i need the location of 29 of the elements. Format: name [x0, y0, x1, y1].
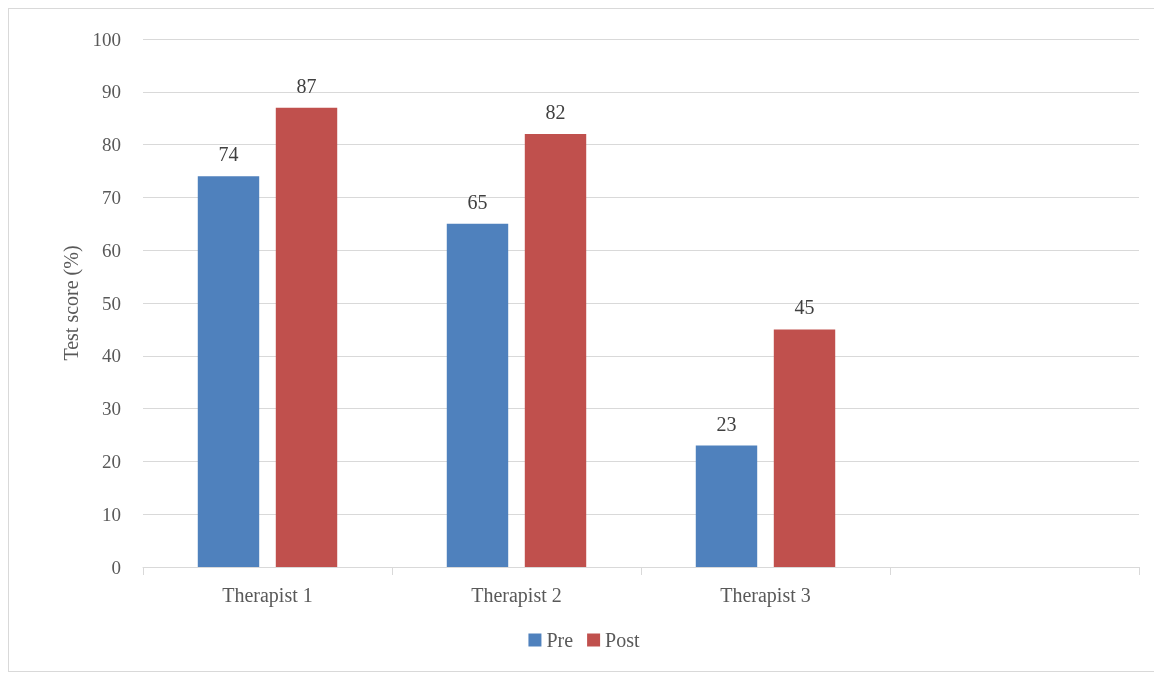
bar — [446, 223, 509, 567]
y-tick-label: 70 — [102, 186, 121, 208]
y-tick-label: 50 — [102, 292, 121, 314]
y-tick-label: 60 — [102, 239, 121, 261]
y-tick-label: 90 — [102, 81, 121, 103]
y-tick-label: 30 — [102, 398, 121, 420]
y-tick-label: 10 — [102, 503, 121, 525]
bar — [524, 134, 587, 567]
x-tick-label: Therapist 1 — [222, 584, 313, 607]
data-label: 23 — [716, 412, 737, 435]
y-tick-label: 80 — [102, 134, 121, 156]
y-tick-label: 40 — [102, 345, 121, 367]
data-label: 82 — [545, 101, 566, 124]
y-tick-label: 0 — [111, 556, 121, 578]
x-tick-label: Therapist 3 — [720, 584, 811, 607]
bar — [773, 329, 836, 567]
bar — [197, 176, 260, 567]
data-label: 87 — [296, 74, 317, 97]
data-label: 74 — [218, 143, 239, 166]
y-axis-title: Test score (%) — [60, 245, 83, 361]
legend-label: Post — [605, 629, 640, 651]
bar — [275, 107, 338, 567]
x-tick-label: Therapist 2 — [471, 584, 562, 607]
legend-label: Pre — [546, 629, 574, 651]
bar — [695, 445, 758, 567]
y-tick-label: 20 — [102, 450, 121, 472]
data-label: 65 — [467, 190, 488, 213]
data-label: 45 — [794, 296, 815, 319]
y-tick-label: 100 — [92, 28, 121, 50]
